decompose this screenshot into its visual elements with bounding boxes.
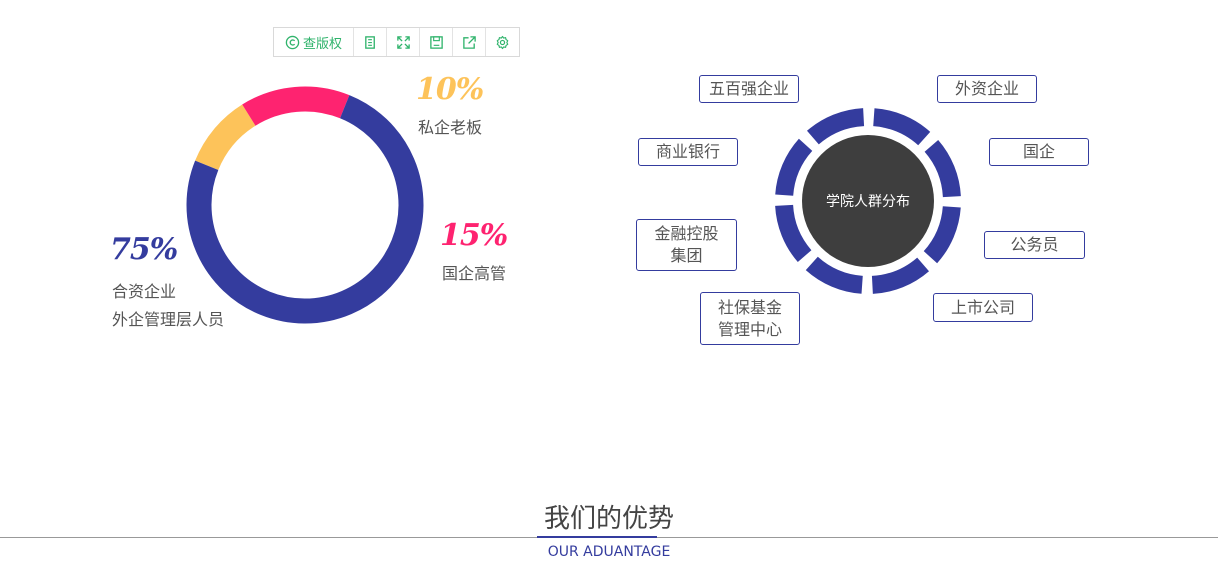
section-divider-accent bbox=[537, 536, 657, 538]
center-label: 学院人群分布 bbox=[802, 135, 934, 267]
tag-commercial-bank: 商业银行 bbox=[638, 138, 738, 166]
ring-segment bbox=[805, 256, 864, 294]
copy-button[interactable] bbox=[354, 28, 387, 56]
fullscreen-icon bbox=[396, 35, 410, 49]
ring-segment bbox=[924, 139, 961, 198]
copyright-icon bbox=[285, 35, 300, 49]
distribution-ring bbox=[775, 108, 961, 294]
share-button[interactable] bbox=[453, 28, 486, 56]
section-title: 我们的优势 bbox=[543, 504, 674, 534]
donut-segment-soe-executive bbox=[242, 86, 350, 126]
percent-jv-manager: 75% bbox=[110, 232, 178, 267]
ring-segment bbox=[775, 138, 813, 197]
chart-toolbar: 查版权 bbox=[273, 27, 520, 57]
settings-button[interactable] bbox=[486, 28, 519, 56]
tag-social-security-fund: 社保基金 管理中心 bbox=[700, 292, 800, 345]
label-jv-line1: 合资企业 bbox=[112, 282, 177, 301]
ring-segment bbox=[923, 205, 961, 264]
tag-financial-holding: 金融控股 集团 bbox=[636, 219, 737, 271]
donut-segment-private-owner bbox=[195, 104, 256, 171]
tag-fortune500: 五百强企业 bbox=[699, 75, 799, 103]
ring-segment bbox=[872, 108, 931, 146]
gear-icon bbox=[496, 35, 509, 49]
copyright-label: 查版权 bbox=[302, 36, 342, 52]
save-icon bbox=[429, 35, 443, 49]
tag-civil-servant: 公务员 bbox=[984, 231, 1085, 259]
donut-chart bbox=[186, 86, 424, 324]
ring-segment bbox=[775, 204, 812, 263]
percent-soe-executive: 15% bbox=[440, 218, 508, 253]
label-soe-executive: 国企高管 bbox=[442, 264, 507, 283]
section-subtitle: OUR ADUANTAGE bbox=[547, 544, 671, 560]
tag-listed-company: 上市公司 bbox=[933, 293, 1033, 322]
label-jv-line2: 外企管理层人员 bbox=[112, 310, 225, 329]
donut-segment-jv-manager bbox=[186, 95, 424, 324]
save-button[interactable] bbox=[420, 28, 453, 56]
percent-private-owner: 10% bbox=[416, 72, 484, 107]
share-icon bbox=[462, 35, 476, 49]
label-private-owner: 私企老板 bbox=[418, 118, 483, 137]
copyright-button[interactable]: 查版权 bbox=[274, 28, 354, 56]
tag-soe: 国企 bbox=[989, 138, 1089, 166]
ring-segment bbox=[806, 108, 865, 145]
tag-foreign-enterprise: 外资企业 bbox=[937, 75, 1037, 103]
copy-icon bbox=[364, 35, 375, 49]
fullscreen-button[interactable] bbox=[387, 28, 420, 56]
ring-segment bbox=[871, 257, 930, 294]
